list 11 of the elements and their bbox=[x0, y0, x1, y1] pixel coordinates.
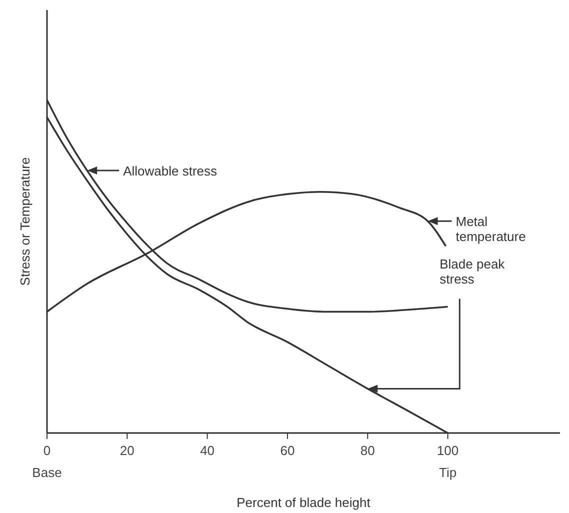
annotation: Allowable stress bbox=[123, 164, 218, 179]
annotation: Blade peak stress bbox=[440, 256, 506, 287]
x-tick-label: 80 bbox=[360, 443, 375, 458]
x-tick-label: 100 Tip bbox=[436, 443, 459, 480]
y-axis-title: Stress or Temperature bbox=[18, 157, 33, 286]
x-tick-label: 20 bbox=[120, 443, 134, 458]
x-axis-title: Percent of blade height bbox=[236, 495, 371, 510]
x-tick-label: 60 bbox=[280, 443, 295, 458]
x-tick-label: 40 bbox=[200, 443, 215, 458]
annotation: Metal temperature bbox=[456, 214, 526, 244]
x-tick-label: 0 Base bbox=[32, 443, 62, 480]
